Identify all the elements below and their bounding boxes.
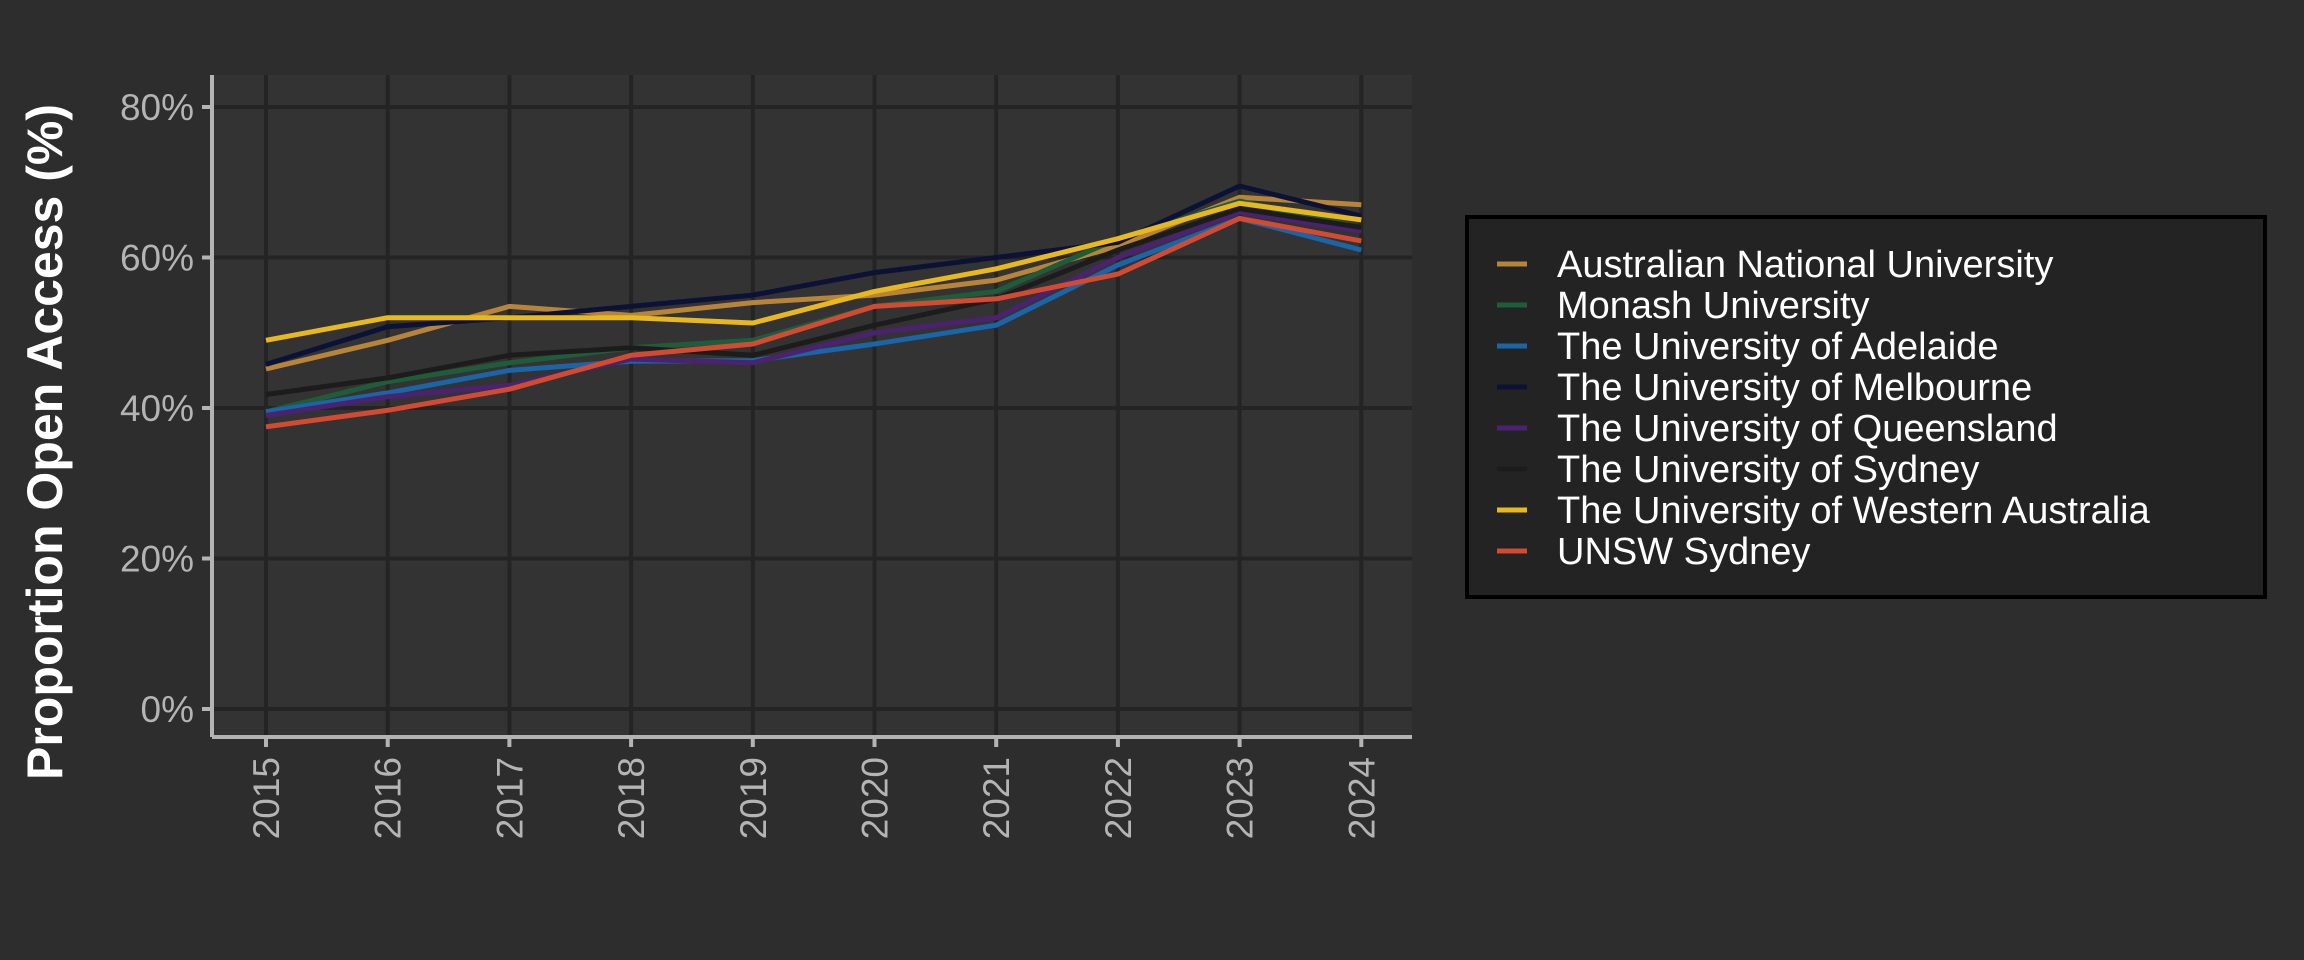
legend-label: The University of Western Australia bbox=[1557, 490, 2151, 532]
legend-box bbox=[1465, 215, 2267, 599]
y-tick-label: 60% bbox=[120, 238, 194, 279]
x-tick-label: 2021 bbox=[976, 757, 1017, 839]
legend-label: The University of Melbourne bbox=[1557, 367, 2032, 409]
x-tick-label: 2016 bbox=[368, 757, 409, 839]
legend-label: The University of Adelaide bbox=[1557, 326, 1998, 368]
legend-label: Australian National University bbox=[1557, 244, 2053, 286]
y-tick-label: 40% bbox=[120, 388, 194, 429]
legend-label: The University of Queensland bbox=[1557, 408, 2058, 450]
legend-label: The University of Sydney bbox=[1557, 449, 1979, 491]
series-line-the-university-of-melbourne bbox=[265, 183, 1362, 367]
x-tick-label: 2015 bbox=[246, 757, 287, 839]
series-line-the-university-of-western-australia bbox=[265, 200, 1362, 343]
series-line-the-university-of-adelaide bbox=[265, 215, 1362, 415]
x-tick-label: 2017 bbox=[489, 757, 530, 839]
x-tick-label: 2023 bbox=[1220, 757, 1261, 839]
x-tick-label: 2020 bbox=[855, 757, 896, 839]
y-tick-label: 0% bbox=[141, 689, 194, 730]
series-lines bbox=[265, 183, 1362, 430]
legend-label: Monash University bbox=[1557, 285, 1870, 327]
series-line-the-university-of-sydney bbox=[265, 206, 1362, 397]
gridlines bbox=[212, 75, 1412, 737]
series-line-the-university-of-queensland bbox=[265, 209, 1362, 418]
x-tick-label: 2019 bbox=[733, 757, 774, 839]
y-tick-label: 80% bbox=[120, 87, 194, 128]
y-axis-title: Proportion Open Access (%) bbox=[17, 104, 73, 780]
x-tick-label: 2018 bbox=[611, 757, 652, 839]
series-line-unsw-sydney bbox=[265, 215, 1362, 430]
legend-label: UNSW Sydney bbox=[1557, 531, 1810, 573]
y-tick-label: 20% bbox=[120, 539, 194, 580]
axes: 0% 20% 40% 60% 80% 2015 2016 2017 2018 2019 2020 20… bbox=[120, 75, 1412, 839]
x-tick-label: 2022 bbox=[1098, 757, 1139, 839]
x-tick-label: 2024 bbox=[1341, 757, 1382, 839]
